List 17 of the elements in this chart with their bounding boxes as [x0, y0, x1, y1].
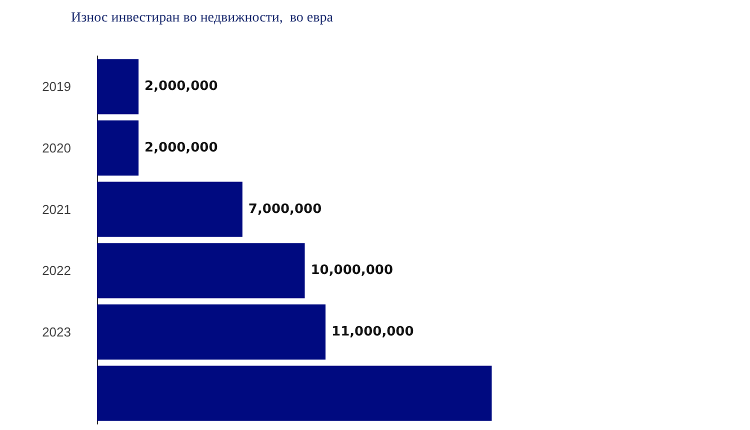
y-tick-label: 2023	[42, 324, 71, 340]
bar	[97, 182, 242, 237]
y-tick-label: 2021	[42, 202, 71, 217]
bar	[97, 366, 492, 421]
bar	[97, 120, 139, 176]
y-tick-label: 2020	[42, 140, 71, 156]
bar	[97, 243, 305, 298]
bar	[97, 304, 326, 360]
y-tick-label: 2022	[42, 263, 71, 278]
data-label: 11,000,000	[332, 324, 414, 340]
data-label: 7,000,000	[248, 202, 322, 217]
chart-title: Износ инвестиран во недвижности, во евра	[71, 10, 334, 26]
y-tick-label: 2019	[42, 79, 71, 94]
data-label: 2,000,000	[144, 79, 218, 94]
bar	[97, 59, 139, 114]
data-label: 2,000,000	[144, 140, 218, 156]
data-label: 10,000,000	[310, 263, 394, 278]
